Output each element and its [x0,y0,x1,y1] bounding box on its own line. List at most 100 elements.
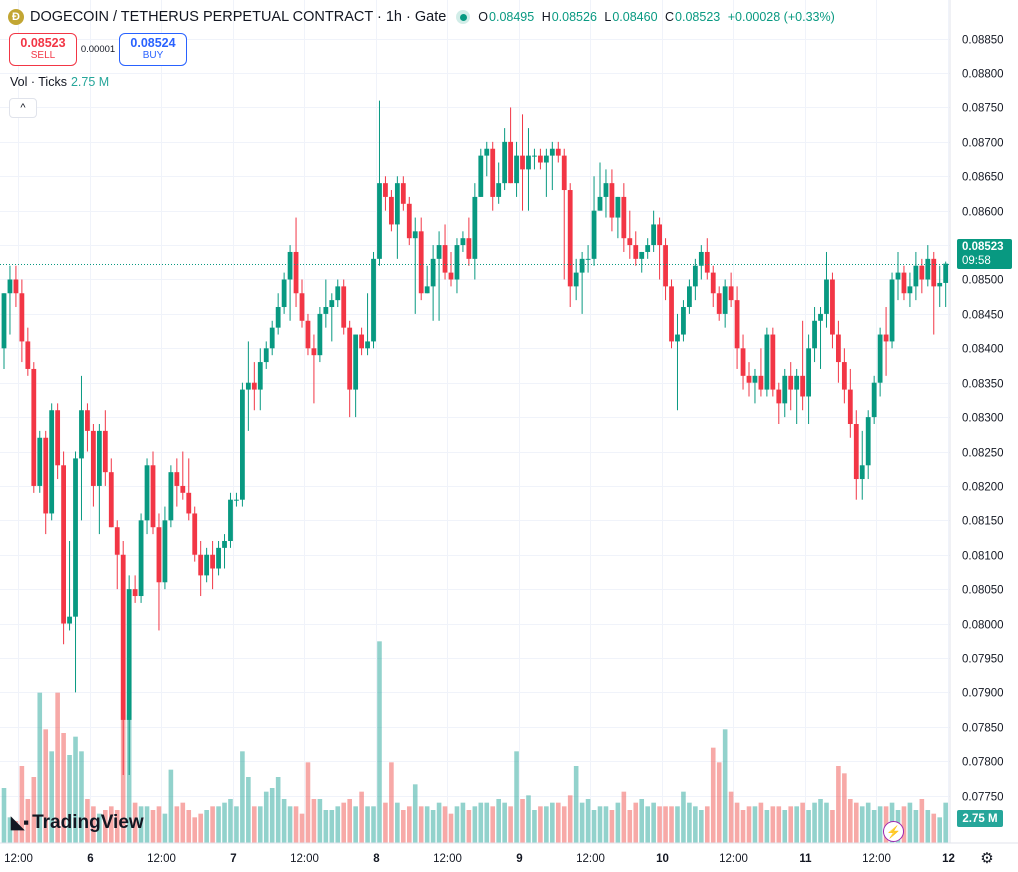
candle-body [538,155,543,163]
volume-bar [31,777,37,843]
candle [240,382,245,507]
candle-body [257,362,263,390]
volume-bar [186,810,192,843]
candle [663,238,668,301]
candle [353,334,359,418]
volume-bar [198,813,203,843]
grid-lines [0,0,950,843]
volume-legend[interactable]: Vol · Ticks 2.75 M [10,75,109,89]
x-tick-label: 12:00 [290,853,319,865]
candle [907,272,913,308]
candle [156,513,162,631]
candle-body [383,183,388,197]
buy-button[interactable]: 0.08524 BUY [119,32,187,66]
candle-body [448,272,454,280]
volume-bar [257,806,263,843]
candle [19,279,25,363]
price-axis[interactable]: 0.08850 0.08800 0.08750 0.08700 0.08650 0.086… [949,0,1004,843]
candle [275,293,281,335]
sell-button[interactable]: 0.08523 SELL [9,32,77,66]
candle-body [889,279,895,342]
candle-body [585,258,591,260]
candle-body [776,389,782,404]
volume-bar [341,802,347,843]
candle [597,162,603,211]
candle-body [496,183,502,197]
candle-body [311,348,317,356]
candle-body [484,148,490,156]
candle [412,217,418,314]
volume-bar [138,806,144,843]
volume-bar [329,810,335,843]
candle-body [73,458,78,617]
candle [25,327,31,376]
volume-bar [156,806,162,843]
symbol-title[interactable]: DOGECOIN / TETHERUS PERPETUAL CONTRACT ·… [30,9,447,25]
collapse-indicators-button[interactable]: ^ [9,98,37,118]
candle [669,279,674,349]
volume-bar [657,806,662,843]
candle-body [317,313,323,356]
candle [818,307,823,369]
candle [889,272,895,349]
candle [287,245,293,321]
market-open-status-icon[interactable] [456,10,471,24]
candle [460,231,466,252]
volume-bar [150,810,156,843]
volume-bar [269,788,275,843]
candle-body [323,307,329,314]
x-tick-label: 12 [942,853,955,865]
candle [37,430,43,493]
volume-bar [758,802,764,843]
volume-bar [538,806,543,843]
y-tick-label: 0.08100 [962,551,1004,563]
y-tick-label: 0.07750 [962,792,1004,804]
volume-bar [275,777,281,843]
volume-bar [675,806,680,843]
candle [698,245,704,280]
volume-bar [73,736,78,843]
candle [692,258,698,301]
candle [400,176,406,211]
buy-label: BUY [142,50,164,62]
y-tick-label: 0.08300 [962,413,1004,425]
candle [877,327,883,397]
volume-bar [907,802,913,843]
time-axis[interactable]: 12:00 6 12:00 7 12:00 8 12:00 9 12:00 10 12:00 11 12… [0,842,1018,865]
candle [871,375,877,424]
candle [627,210,633,259]
volume-bar [216,806,221,843]
candle [162,506,168,590]
gear-icon[interactable]: ⚙ [980,850,994,867]
volume-bar [901,806,907,843]
volume-bar [490,806,496,843]
y-tick-label: 0.08850 [962,35,1004,47]
volume-bar [365,806,370,843]
candle-body [150,465,156,528]
high-key: H [541,10,551,24]
y-tick-label: 0.08050 [962,585,1004,597]
volume-bar [687,802,692,843]
volume-bar [591,810,597,843]
y-tick-label: 0.07900 [962,688,1004,700]
candle [657,217,662,280]
candle [931,251,937,335]
candle-body [514,155,519,184]
volume-bar [943,802,948,843]
volume-bar [454,806,460,843]
candle-body [299,293,305,321]
candle-body [943,263,949,283]
lightning-icon[interactable]: ⚡ [883,821,904,842]
candle [377,100,382,266]
candle-body [663,245,668,287]
volume-bar [746,806,752,843]
candle-body [222,540,227,548]
volume-bar [931,813,937,843]
tradingview-logo[interactable]: ◣▪ TradingView [11,812,144,834]
candle-body [85,410,90,431]
volume-bar [430,810,436,843]
volume-bar [842,773,847,843]
candle [1,293,7,369]
candle-body [800,375,806,397]
